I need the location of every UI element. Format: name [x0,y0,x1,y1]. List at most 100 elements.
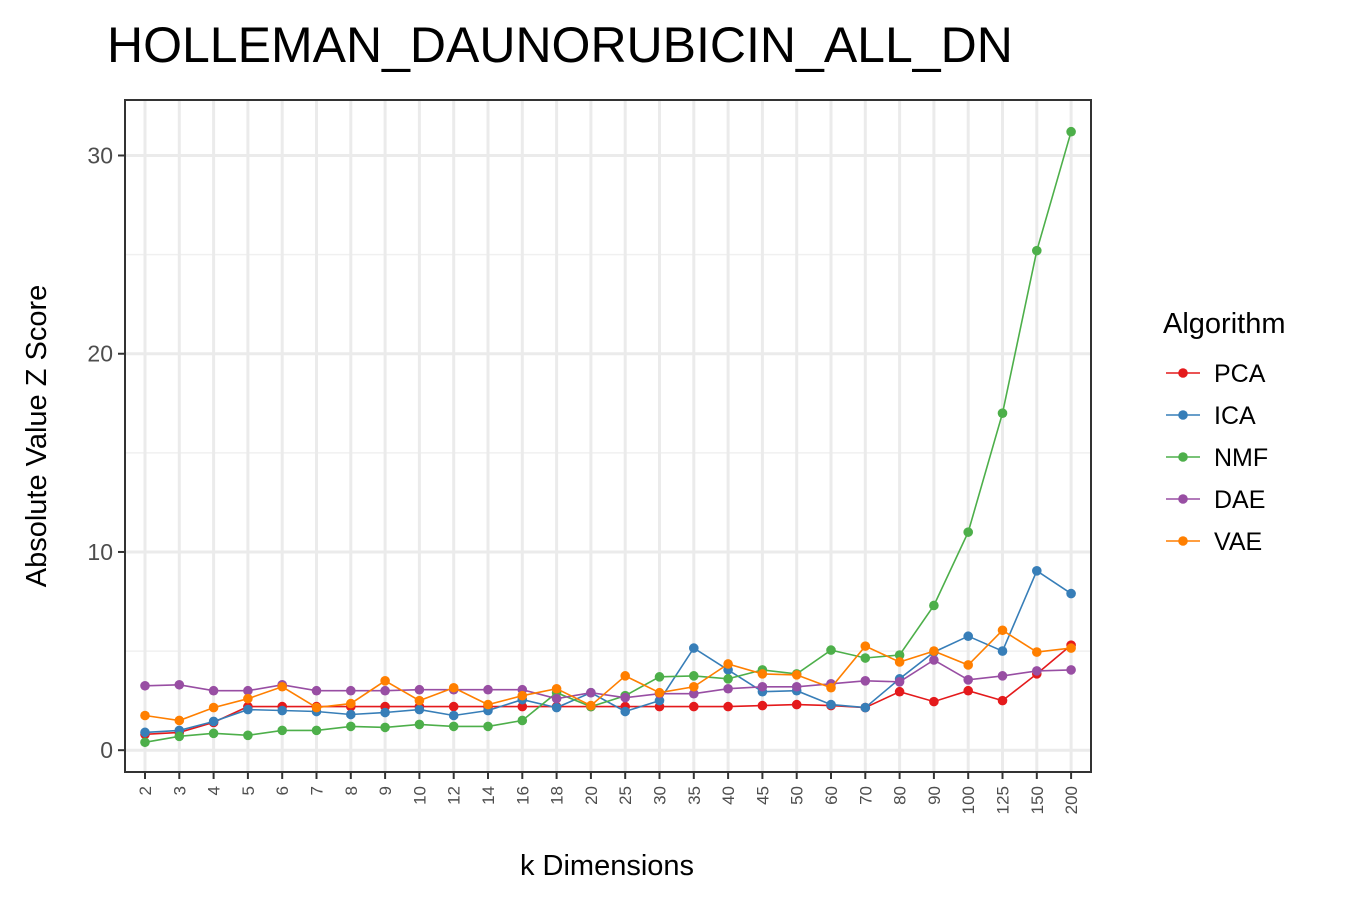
data-point [723,674,733,684]
data-point [689,681,699,692]
x-tick-label: 2 [136,786,155,795]
x-tick-label: 150 [1028,786,1047,814]
data-point [277,681,288,692]
data-point [894,677,905,687]
data-point [448,721,459,732]
data-point [517,715,528,726]
data-point [654,672,665,682]
data-point [517,701,528,712]
data-point [174,679,185,690]
data-point [1032,647,1042,657]
data-point [483,684,493,695]
data-point [243,704,253,715]
data-point [414,704,425,715]
legend-label: PCA [1214,360,1266,388]
legend-label: NMF [1214,444,1268,472]
data-point [826,682,836,693]
data-point [277,725,288,736]
data-point [689,671,699,681]
data-point [483,721,493,732]
x-tick-label: 200 [1062,786,1081,814]
data-point [1032,245,1042,256]
legend-item-pca: PCA [1166,360,1266,388]
data-point [1066,643,1076,653]
data-point [929,696,939,707]
x-tick-label: 16 [513,786,532,805]
data-point [791,670,802,680]
data-point [894,686,905,697]
data-point [346,709,356,720]
data-point [311,685,322,696]
data-point [723,701,733,712]
series-nmf [140,126,1076,748]
data-point [894,650,905,660]
data-point [208,685,219,696]
x-tick-label: 45 [753,786,772,805]
x-tick-label: 9 [376,786,395,795]
data-point [140,710,150,721]
x-tick-label: 10 [410,786,429,805]
x-tick-label: 30 [651,786,670,805]
data-point [860,702,871,713]
legend-label: DAE [1214,486,1265,514]
y-axis: 0 10 20 30 [87,143,125,763]
legend-label: VAE [1214,528,1262,556]
data-point [551,702,562,713]
data-point [346,685,356,696]
data-point [1032,565,1042,576]
data-point [1066,665,1076,675]
x-tick-label: 35 [685,786,704,805]
legend-key-point [1178,368,1188,378]
plot-panel-border [124,99,1092,773]
x-tick-label: 18 [548,786,567,805]
data-point [140,727,150,738]
x-tick-label: 20 [582,786,601,805]
x-tick-label: 100 [959,786,978,814]
series-vae [140,625,1076,726]
data-point [311,702,322,713]
data-point [140,680,150,691]
data-point [414,695,425,706]
data-point [243,693,253,704]
legend-key-point [1178,536,1188,546]
data-point [929,646,939,656]
grid [125,100,1091,772]
x-tick-label: 125 [994,786,1013,814]
y-tick-label: 10 [87,539,113,565]
data-point [654,695,665,706]
y-axis-title: Absolute Value Z Score [21,285,53,588]
series-dae [140,655,1076,704]
data-point [791,699,802,710]
data-point [483,699,493,710]
legend-key-point [1178,410,1188,420]
x-tick-label: 90 [925,786,944,805]
series-line [144,131,1072,744]
data-point [448,701,459,712]
x-tick-label: 50 [788,786,807,805]
series-layer [140,126,1076,748]
data-point [517,690,528,701]
legend-item-ica: ICA [1166,402,1256,430]
data-point [689,688,699,699]
data-point [620,692,630,703]
x-tick-label: 40 [719,786,738,805]
data-point [826,645,836,655]
data-point [723,659,733,669]
x-tick-label: 8 [342,786,361,795]
data-point [689,701,699,712]
series-line [144,644,1072,736]
data-point [997,646,1008,656]
data-point [1066,126,1076,137]
x-tick-label: 12 [445,786,464,805]
series-line [144,659,1072,700]
legend-item-vae: VAE [1166,528,1262,556]
data-point [551,683,562,694]
data-point [929,655,939,665]
data-point [448,682,459,693]
x-tick-label: 5 [239,786,258,795]
series-line [144,569,1072,734]
data-point [243,730,253,741]
data-point [208,702,219,713]
data-point [620,706,630,717]
